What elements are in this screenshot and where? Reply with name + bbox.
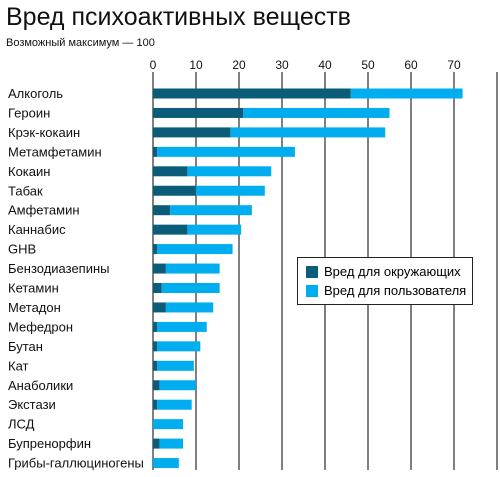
bar-user (157, 341, 201, 352)
bar-others (153, 380, 160, 391)
bar-user (157, 321, 207, 332)
legend: Вред для окружающих Вред для пользовател… (297, 257, 473, 305)
x-tick-label: 20 (232, 58, 246, 72)
bar-user (157, 360, 194, 371)
bar-others (153, 399, 158, 410)
category-label: Амфетамин (8, 203, 80, 218)
bar-others (153, 88, 351, 99)
bar-user (196, 185, 265, 196)
bar-user (187, 166, 272, 177)
bar-others (153, 244, 158, 255)
bar-user (153, 419, 184, 430)
bar-user (165, 263, 220, 274)
bar-others (153, 205, 171, 216)
bar-others (153, 438, 160, 449)
bar-user (161, 283, 220, 293)
x-tick-label: 50 (361, 58, 375, 72)
x-tick-label: 40 (318, 58, 332, 72)
bar-user (157, 146, 295, 157)
category-label: Каннабис (8, 222, 66, 237)
bar-others (153, 283, 162, 293)
legend-item-others: Вред для окружающих (306, 264, 461, 279)
bar-user (159, 380, 196, 391)
bar-user (157, 399, 192, 410)
category-label: Алкоголь (8, 86, 63, 101)
bar-user (350, 88, 463, 99)
category-label: Бензодиазепины (8, 261, 110, 276)
bar-others (153, 263, 166, 274)
bar-user (230, 127, 386, 138)
bar-others (153, 341, 158, 352)
category-label: Метадон (8, 300, 61, 315)
x-tick-label: 70 (447, 58, 461, 72)
bar-others (153, 321, 158, 332)
category-label: Мефедрон (8, 319, 73, 334)
bar-others (153, 360, 158, 371)
bar-others (153, 224, 188, 235)
bar-user (153, 458, 179, 469)
category-label: Кокаин (8, 164, 50, 179)
legend-label-user: Вред для пользователя (324, 283, 467, 298)
x-tick-label: 10 (189, 58, 203, 72)
chart-subtitle: Возможный максимум — 100 (6, 37, 155, 49)
bar-others (153, 127, 231, 138)
bar-user (187, 224, 242, 235)
bar-user (243, 107, 390, 118)
category-label: GHB (8, 242, 36, 257)
chart-title: Вред психоактивных веществ (6, 3, 351, 31)
x-tick-label: 60 (404, 58, 418, 72)
category-label: Анаболики (8, 378, 73, 393)
legend-item-user: Вред для пользователя (306, 283, 466, 298)
category-label: Табак (8, 183, 43, 198)
legend-swatch-user (306, 284, 318, 297)
bar-others (153, 146, 158, 157)
x-tick-label: 0 (150, 58, 157, 72)
bar-user (159, 438, 184, 449)
category-label: ЛСД (8, 417, 35, 432)
category-label: Грибы-галлюциногены (8, 456, 144, 471)
category-label: Экстази (8, 397, 56, 412)
bar-others (153, 185, 196, 196)
category-label: Бутан (8, 339, 43, 354)
category-label: Кетамин (8, 281, 59, 296)
category-label: Метамфетамин (8, 144, 102, 159)
category-label: Бупренорфин (8, 436, 91, 451)
legend-swatch-others (306, 265, 318, 278)
bar-user (165, 302, 214, 313)
bar-user (170, 205, 252, 216)
bar-others (153, 302, 166, 313)
category-label: Крэк-кокаин (8, 125, 80, 140)
category-label: Героин (8, 105, 50, 120)
category-label: Кат (8, 358, 29, 373)
legend-label-others: Вред для окружающих (324, 264, 461, 279)
bar-others (153, 166, 188, 177)
bar-others (153, 107, 244, 118)
bar-user (157, 244, 233, 255)
x-tick-label: 30 (275, 58, 289, 72)
